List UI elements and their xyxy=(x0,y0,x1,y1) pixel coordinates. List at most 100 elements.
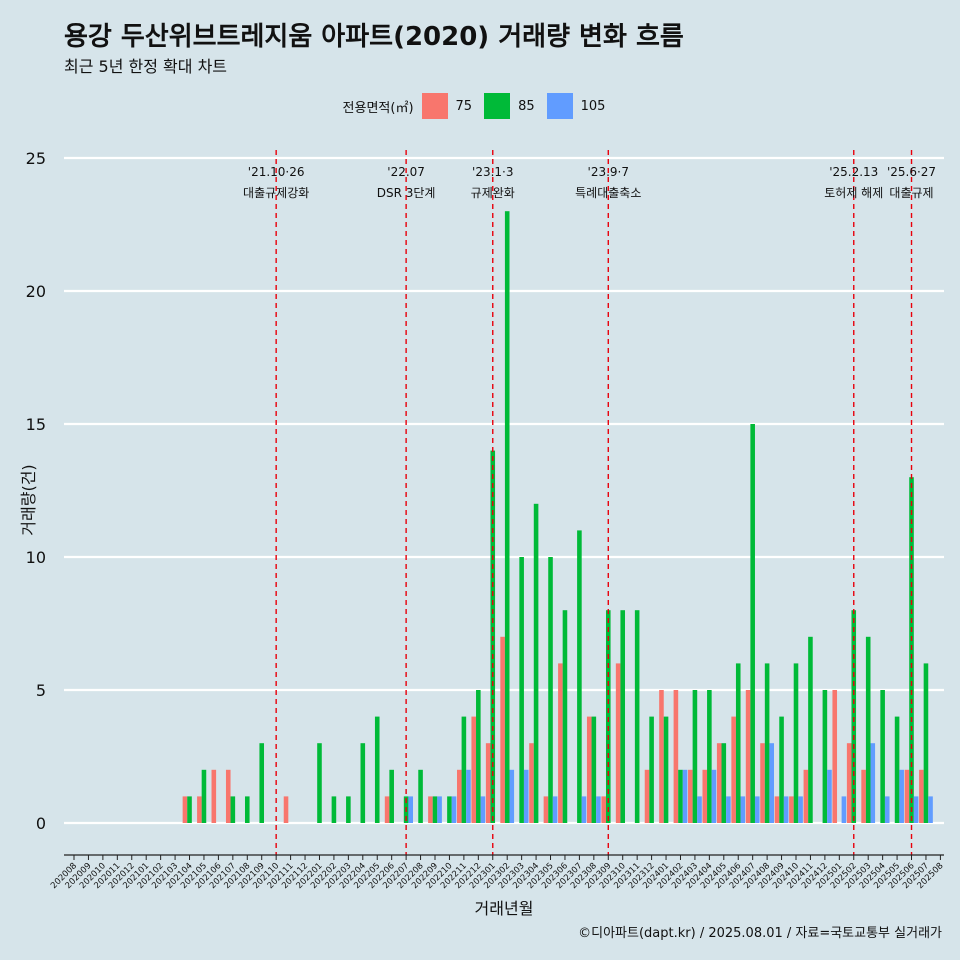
bar-75-202111 xyxy=(283,796,289,823)
y-tick-label-20: 20 xyxy=(26,282,46,301)
bar-105-202209 xyxy=(437,796,442,823)
bar-75-202302 xyxy=(500,636,505,823)
bar-85-202405 xyxy=(721,743,727,823)
bar-85-202201 xyxy=(317,743,322,823)
bar-75-202206 xyxy=(384,796,390,823)
source-caption: ©디아파트(dapt.kr) / 2025.08.01 / 자료=국토교통부 실… xyxy=(578,926,942,941)
bar-105-202408 xyxy=(769,743,774,823)
bar-85-202206 xyxy=(389,769,394,823)
bar-105-202212 xyxy=(480,796,486,823)
bar-75-202410 xyxy=(789,796,794,823)
bar-85-202210 xyxy=(447,796,452,823)
y-tick-label-15: 15 xyxy=(26,415,46,434)
bar-85-202104 xyxy=(187,796,192,823)
bar-85-202401 xyxy=(663,716,669,823)
bar-105-202404 xyxy=(711,769,717,823)
bar-75-202308 xyxy=(586,716,592,823)
bar-105-202412 xyxy=(827,769,832,823)
bar-75-202404 xyxy=(702,769,708,823)
bar-85-202312 xyxy=(649,716,654,823)
x-axis-title: 거래년월 xyxy=(475,899,534,918)
bar-85-202402 xyxy=(678,769,683,823)
bar-75-202310 xyxy=(615,663,621,823)
bar-85-202308 xyxy=(591,716,597,823)
bar-75-202405 xyxy=(716,743,722,823)
bar-85-202105 xyxy=(201,769,207,823)
event-date-202502: '25.2.13 xyxy=(829,165,878,179)
event-date-202207: '22.07 xyxy=(387,165,425,179)
bar-75-202309 xyxy=(601,796,606,823)
bar-75-202407 xyxy=(745,690,751,823)
bar-75-202301 xyxy=(485,743,491,823)
bar-75-202209 xyxy=(428,796,433,823)
bar-75-202403 xyxy=(688,769,693,823)
legend-item-75: 75 xyxy=(421,93,473,119)
bar-75-202304 xyxy=(529,743,534,823)
bar-75-202409 xyxy=(774,796,780,823)
bar-85-202505 xyxy=(894,716,900,823)
event-label-202110: 대출규제강화 xyxy=(243,186,309,200)
event-label-202309: 특례대출축소 xyxy=(575,186,641,200)
bar-85-202503 xyxy=(865,636,871,823)
bar-85-202408 xyxy=(764,663,770,823)
bar-105-202503 xyxy=(870,743,876,823)
bar-85-202410 xyxy=(793,663,799,823)
bar-85-202311 xyxy=(634,610,640,823)
bar-105-202407 xyxy=(754,796,760,823)
bar-105-202504 xyxy=(884,796,890,823)
bar-75-202305 xyxy=(543,796,549,823)
bar-75-202306 xyxy=(558,663,563,823)
event-date-202110: '21.10·26 xyxy=(248,165,305,179)
bar-75-202212 xyxy=(471,716,477,823)
bar-75-202406 xyxy=(731,716,736,823)
bar-85-202412 xyxy=(822,690,828,823)
bar-85-202211 xyxy=(461,716,467,823)
bar-105-202507 xyxy=(928,796,933,823)
event-date-202506: '25.6·27 xyxy=(887,165,936,179)
bar-105-202402 xyxy=(682,769,688,823)
event-label-202301: 규제완화 xyxy=(471,186,515,200)
bar-75-202506 xyxy=(904,769,910,823)
bar-105-202303 xyxy=(523,769,529,823)
bar-85-202209 xyxy=(432,796,438,823)
bar-105-202409 xyxy=(783,796,789,823)
event-label-202506: 대출규제 xyxy=(889,186,933,200)
bar-105-202506 xyxy=(913,796,919,823)
legend: 전용면적(㎡) 75 85 105 xyxy=(0,92,960,120)
bar-85-202304 xyxy=(533,503,539,823)
bar-85-202108 xyxy=(244,796,250,823)
bar-85-202205 xyxy=(374,716,380,823)
bar-85-202406 xyxy=(735,663,741,823)
bar-85-202109 xyxy=(259,743,265,823)
bar-105-202410 xyxy=(798,796,803,823)
legend-swatch-105 xyxy=(546,93,573,119)
bar-105-202403 xyxy=(697,796,702,823)
bar-105-202405 xyxy=(726,796,731,823)
bar-75-202106 xyxy=(211,769,217,823)
chart-title: 용강 두산위브트레지움 아파트(2020) 거래량 변화 흐름 xyxy=(64,22,684,52)
bar-85-202202 xyxy=(331,796,337,823)
bar-105-202302 xyxy=(509,769,515,823)
y-axis-title: 거래량(건) xyxy=(19,464,38,535)
bar-105-202305 xyxy=(552,796,558,823)
legend-label-75: 75 xyxy=(455,98,473,114)
legend-label-85: 85 xyxy=(518,98,535,114)
bar-75-202502 xyxy=(846,743,852,823)
bar-85-202310 xyxy=(620,610,626,823)
y-tick-label-5: 5 xyxy=(36,681,46,700)
bar-105-202211 xyxy=(466,769,471,823)
bar-85-202107 xyxy=(230,796,236,823)
bar-85-202212 xyxy=(476,690,481,823)
event-label-202207: DSR 3단계 xyxy=(377,186,436,200)
bar-105-202406 xyxy=(740,796,746,823)
bar-75-202503 xyxy=(861,769,866,823)
bar-85-202307 xyxy=(577,530,582,823)
legend-swatch-75 xyxy=(421,93,448,119)
bar-85-202303 xyxy=(519,557,524,823)
event-date-202309: '23.9·7 xyxy=(588,165,629,179)
bar-75-202105 xyxy=(197,796,202,823)
bar-75-202411 xyxy=(803,769,809,823)
bar-85-202504 xyxy=(880,690,885,823)
bar-75-202408 xyxy=(760,743,765,823)
